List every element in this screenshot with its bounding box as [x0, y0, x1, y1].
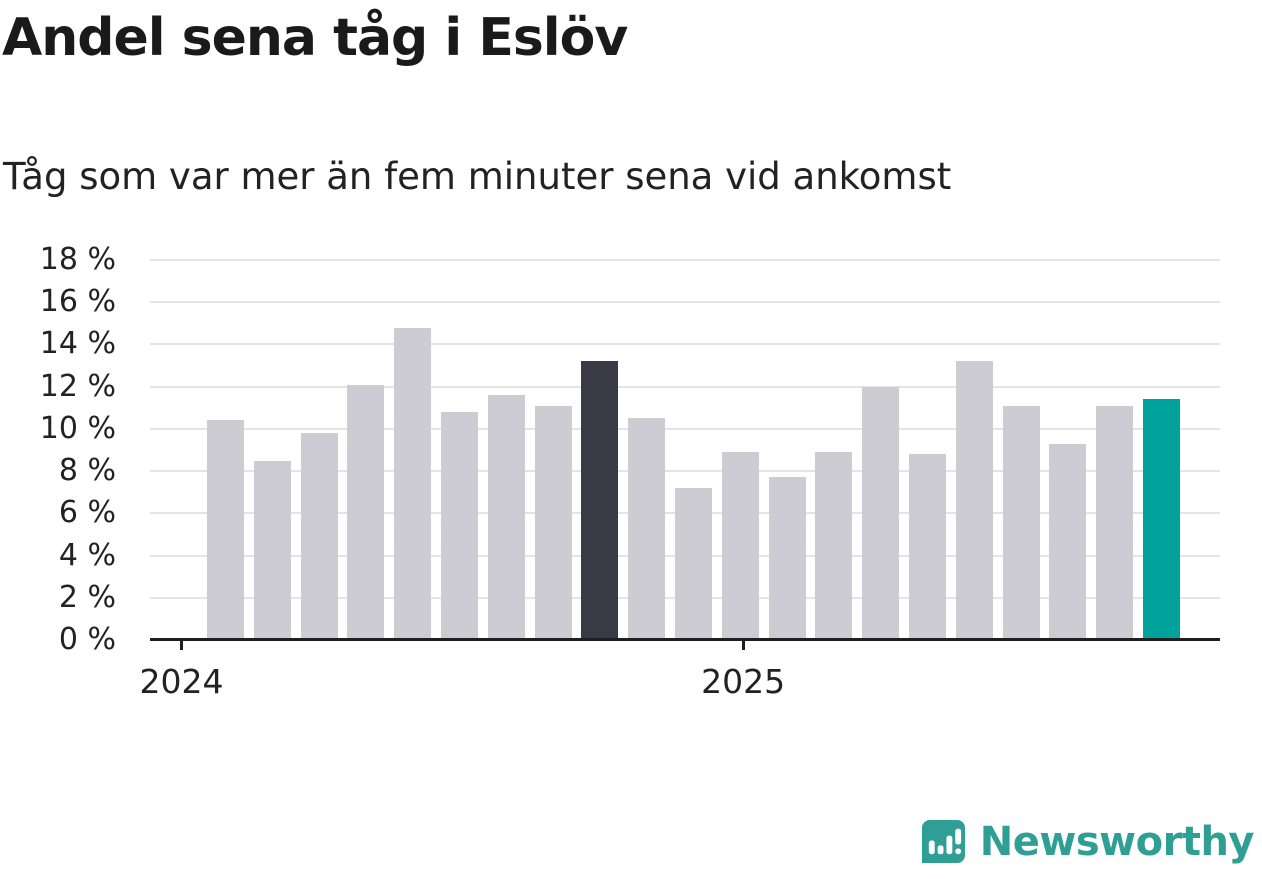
- bar: [300, 433, 338, 640]
- bar: [1096, 405, 1134, 640]
- bar: [1049, 443, 1087, 640]
- x-axis-tick: [741, 641, 745, 650]
- brand-footer[interactable]: Newsworthy: [920, 818, 1255, 865]
- bar: [440, 412, 478, 640]
- y-axis-label: 0 %: [58, 622, 116, 657]
- y-axis-label: 6 %: [58, 495, 116, 531]
- bar-highlight: [581, 361, 619, 640]
- bar-latest: [1142, 399, 1180, 640]
- y-axis-label: 18 %: [39, 242, 116, 277]
- x-axis-tick: [180, 641, 183, 650]
- bar: [347, 384, 385, 640]
- bar: [955, 361, 993, 640]
- gridline: [150, 427, 1220, 430]
- x-axis-label: 2024: [139, 662, 224, 701]
- bar: [768, 477, 806, 640]
- bar: [487, 395, 525, 640]
- bar: [394, 327, 432, 640]
- y-axis-label: 2 %: [58, 579, 116, 615]
- bars-container: [207, 260, 1180, 640]
- bar: [1002, 405, 1040, 640]
- y-axis-label: 16 %: [39, 284, 116, 320]
- bar: [534, 405, 572, 640]
- bar: [908, 454, 946, 640]
- y-axis-label: 4 %: [58, 537, 116, 573]
- bar: [207, 420, 244, 640]
- x-axis-line: [150, 638, 1220, 641]
- plot-area: 2024 2025: [140, 259, 1220, 701]
- bar: [628, 418, 666, 640]
- bar: [253, 460, 291, 640]
- gridline: [150, 259, 1220, 261]
- gridline: [150, 470, 1220, 473]
- y-axis-labels: 0 % 2 % 4 % 6 % 8 % 10 % 12 % 14 % 16 % 18 %: [0, 245, 132, 655]
- newsworthy-logo-icon: [920, 818, 967, 865]
- bar: [815, 452, 853, 640]
- bar: [721, 452, 759, 640]
- y-axis-label: 8 %: [58, 453, 116, 489]
- gridline: [150, 343, 1220, 346]
- gridline: [150, 301, 1220, 304]
- y-axis-label: 14 %: [39, 326, 116, 362]
- gridline: [150, 385, 1220, 388]
- brand-name: Newsworthy: [979, 818, 1255, 865]
- x-axis-label: 2025: [701, 662, 786, 701]
- chart-subtitle: Tåg som var mer än fem minuter sena vid …: [3, 155, 952, 198]
- y-axis-label: 10 %: [39, 410, 116, 446]
- chart-title: Andel sena tåg i Eslöv: [2, 8, 628, 68]
- bar: [674, 488, 712, 640]
- bar: [862, 386, 900, 640]
- y-axis-label: 12 %: [39, 368, 116, 404]
